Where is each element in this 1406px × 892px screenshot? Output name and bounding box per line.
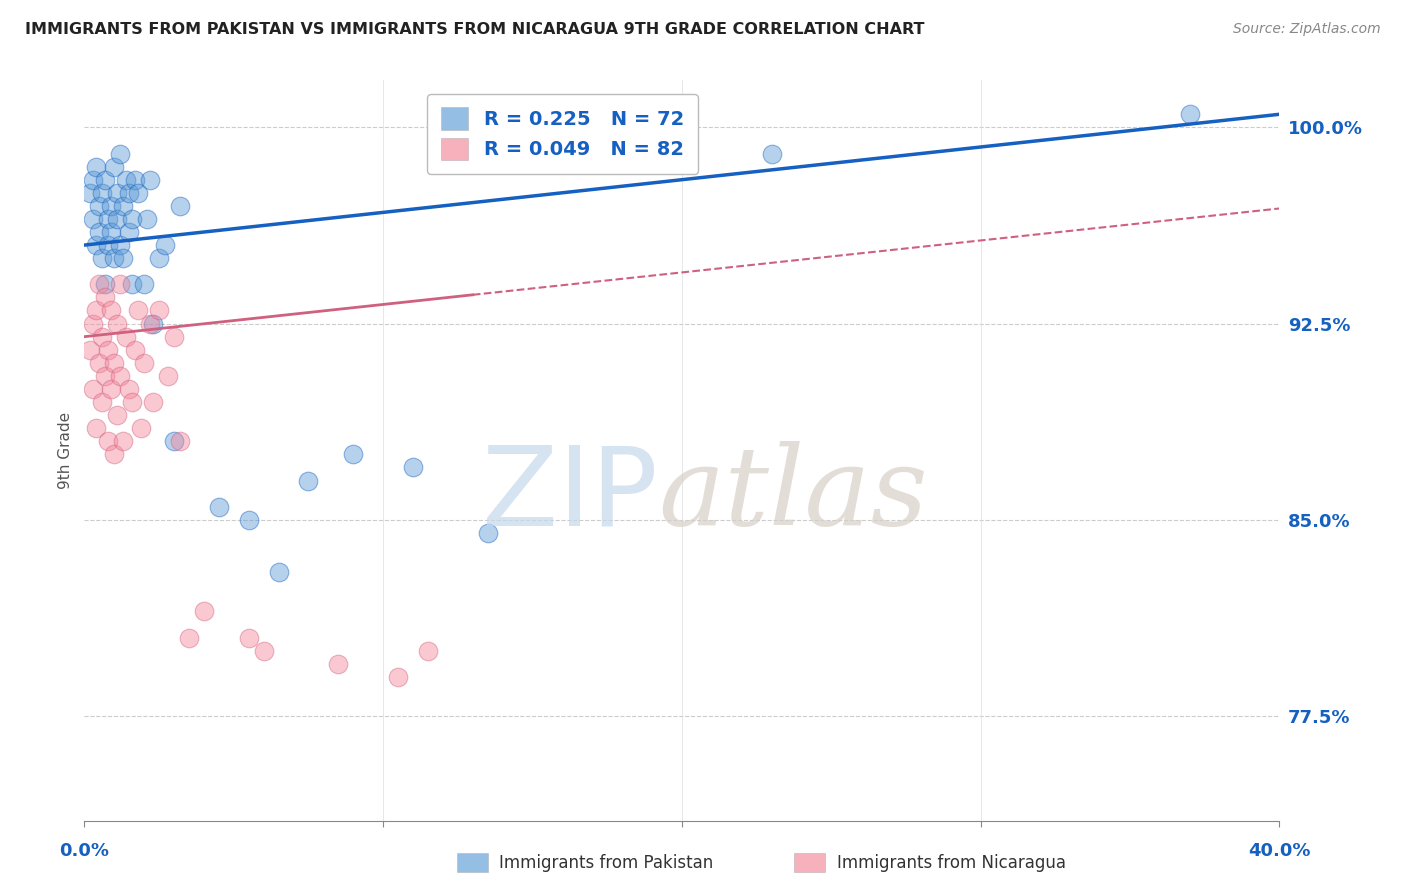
- Point: [115, 329, 138, 343]
- Text: Immigrants from Pakistan: Immigrants from Pakistan: [499, 854, 713, 871]
- Text: 0.0%: 0.0%: [59, 841, 110, 860]
- Text: ZIP: ZIP: [482, 442, 658, 549]
- Point: [105, 408, 128, 422]
- Point: [100, 199, 122, 213]
- Point: [97, 343, 120, 357]
- Point: [238, 513, 260, 527]
- Point: [118, 186, 141, 200]
- Point: [157, 368, 180, 383]
- Point: [91, 395, 114, 409]
- Point: [86, 421, 108, 435]
- Point: [132, 356, 156, 370]
- Point: [112, 434, 135, 449]
- Point: [115, 172, 138, 186]
- Point: [121, 211, 143, 226]
- Point: [118, 225, 141, 239]
- Point: [132, 277, 156, 292]
- Point: [94, 277, 117, 292]
- Point: [105, 317, 128, 331]
- Point: [124, 343, 146, 357]
- Point: [328, 657, 350, 671]
- Point: [139, 172, 162, 186]
- Point: [82, 317, 104, 331]
- Point: [297, 474, 319, 488]
- Point: [94, 172, 117, 186]
- Point: [86, 303, 108, 318]
- Point: [169, 434, 191, 449]
- Point: [103, 447, 125, 461]
- Point: [97, 211, 120, 226]
- Point: [103, 356, 125, 370]
- Point: [100, 303, 122, 318]
- Text: atlas: atlas: [658, 442, 928, 549]
- Point: [86, 160, 108, 174]
- Point: [103, 160, 125, 174]
- Point: [79, 186, 101, 200]
- Point: [342, 447, 364, 461]
- Point: [103, 251, 125, 265]
- Point: [110, 368, 132, 383]
- Point: [416, 643, 439, 657]
- Legend: R = 0.225   N = 72, R = 0.049   N = 82: R = 0.225 N = 72, R = 0.049 N = 82: [427, 94, 697, 174]
- Point: [148, 251, 170, 265]
- Point: [89, 356, 111, 370]
- Point: [477, 525, 499, 540]
- Point: [100, 225, 122, 239]
- Text: Source: ZipAtlas.com: Source: ZipAtlas.com: [1233, 22, 1381, 37]
- Point: [110, 146, 132, 161]
- Point: [121, 395, 143, 409]
- Point: [89, 225, 111, 239]
- Point: [82, 382, 104, 396]
- Point: [91, 186, 114, 200]
- Point: [127, 303, 149, 318]
- Point: [238, 631, 260, 645]
- Point: [97, 434, 120, 449]
- Y-axis label: 9th Grade: 9th Grade: [58, 412, 73, 489]
- Point: [153, 238, 176, 252]
- Point: [163, 329, 186, 343]
- Point: [177, 631, 200, 645]
- Point: [86, 238, 108, 252]
- Point: [94, 368, 117, 383]
- Point: [139, 317, 162, 331]
- Text: IMMIGRANTS FROM PAKISTAN VS IMMIGRANTS FROM NICARAGUA 9TH GRADE CORRELATION CHAR: IMMIGRANTS FROM PAKISTAN VS IMMIGRANTS F…: [25, 22, 925, 37]
- Point: [112, 199, 135, 213]
- Point: [267, 565, 290, 579]
- Point: [89, 199, 111, 213]
- Point: [142, 317, 165, 331]
- Point: [148, 303, 170, 318]
- Point: [91, 251, 114, 265]
- Point: [82, 172, 104, 186]
- Point: [136, 211, 159, 226]
- Point: [105, 211, 128, 226]
- Point: [97, 238, 120, 252]
- Point: [121, 277, 143, 292]
- Point: [129, 421, 152, 435]
- Point: [91, 329, 114, 343]
- Point: [387, 670, 409, 684]
- Point: [124, 172, 146, 186]
- Point: [89, 277, 111, 292]
- Point: [193, 604, 215, 618]
- Point: [110, 238, 132, 252]
- Point: [163, 434, 186, 449]
- Point: [402, 460, 425, 475]
- Point: [761, 146, 783, 161]
- Point: [100, 382, 122, 396]
- Point: [1178, 107, 1201, 121]
- Point: [253, 643, 276, 657]
- Point: [169, 199, 191, 213]
- Text: 40.0%: 40.0%: [1249, 841, 1310, 860]
- Point: [110, 277, 132, 292]
- Point: [105, 186, 128, 200]
- Point: [94, 290, 117, 304]
- Point: [127, 186, 149, 200]
- Point: [79, 343, 101, 357]
- Text: Immigrants from Nicaragua: Immigrants from Nicaragua: [837, 854, 1066, 871]
- Point: [142, 395, 165, 409]
- Point: [118, 382, 141, 396]
- Point: [112, 251, 135, 265]
- Point: [208, 500, 231, 514]
- Point: [82, 211, 104, 226]
